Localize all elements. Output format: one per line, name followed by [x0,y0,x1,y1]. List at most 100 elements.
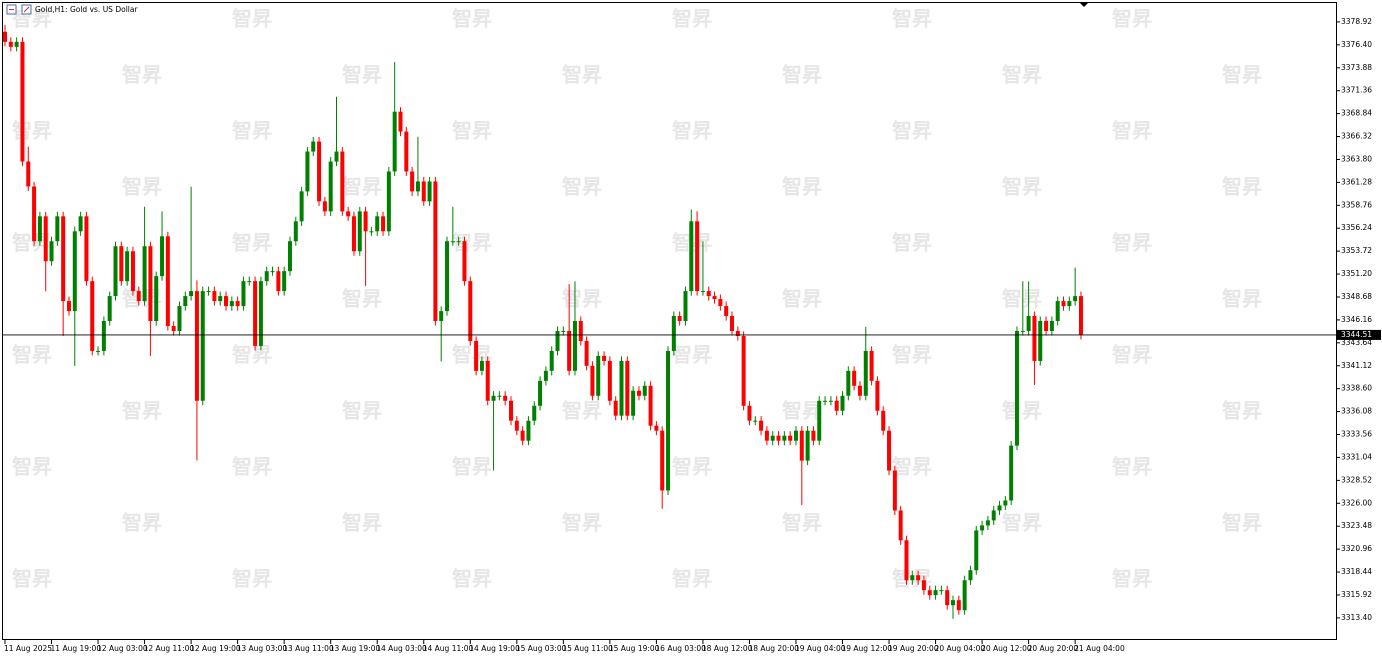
candle-body [485,360,490,401]
x-tick-label: 18 Aug 20:00 [748,644,799,653]
candle-body [450,241,455,243]
candle-body [305,151,310,192]
candle-body [194,291,199,401]
candle-body [177,306,182,332]
candle-body [852,370,857,386]
candle-body [945,590,950,606]
candle-body [90,281,95,351]
watermark: 智昇 [232,119,272,143]
candle-body [985,520,990,526]
candle-body [96,350,101,352]
candle-body [759,420,764,431]
candle-body [578,321,583,342]
candle-body [561,331,566,333]
candle-body [508,400,513,421]
candle-body [840,395,845,411]
watermark: 智昇 [782,287,822,311]
candle-body [718,299,723,307]
candle-body [613,400,618,416]
candle-body [165,236,170,327]
candle-body [631,390,636,416]
candle-body [910,575,915,581]
x-tick-label: 15 Aug 03:00 [516,644,567,653]
watermark: 智昇 [1112,231,1152,255]
watermark: 智昇 [562,63,602,87]
y-tick-label: 3313.40 [1341,613,1372,622]
candle-body [479,360,484,371]
watermark: 智昇 [1112,567,1152,591]
candle-body [270,271,275,273]
y-tick-label: 3378.92 [1341,17,1372,26]
x-tick-label: 19 Aug 12:00 [842,644,893,653]
y-tick-label: 3363.80 [1341,154,1372,163]
candle-body [602,355,607,361]
x-tick-label: 20 Aug 20:00 [1028,644,1079,653]
candle-body [1032,315,1037,361]
watermark: 智昇 [1112,7,1152,31]
watermark: 智昇 [12,119,52,143]
watermark: 智昇 [892,231,932,255]
watermark: 智昇 [562,287,602,311]
watermark: 智昇 [342,287,382,311]
candle-body [311,141,316,152]
candle-body [101,321,106,351]
candle-body [456,241,461,243]
candle-body [753,420,758,422]
watermark: 智昇 [232,567,272,591]
candle-body [1078,296,1083,335]
candle-body [200,291,205,401]
candle-body [1009,445,1014,501]
y-tick-label: 3346.16 [1341,315,1372,324]
x-tick-label: 14 Aug 19:00 [469,644,520,653]
watermark: 智昇 [1002,63,1042,87]
candle-body [625,360,630,416]
candle-body [49,241,54,262]
candle-body [799,430,804,461]
plot-frame [2,2,1337,640]
candle-body [247,281,252,283]
candle-body [823,400,828,402]
candle-body [282,271,287,292]
candle-body [1055,301,1060,321]
watermark: 智昇 [1222,175,1262,199]
candle-body [171,326,176,332]
candle-body [32,186,37,242]
candle-body [817,400,822,441]
watermark: 智昇 [782,399,822,423]
candle-body [113,246,118,297]
candle-body [607,360,612,401]
watermark: 智昇 [122,175,162,199]
candle-body [43,216,48,262]
watermark: 智昇 [232,231,272,255]
y-tick-label: 3368.84 [1341,109,1372,118]
candle-body [107,296,112,321]
candle-body [445,241,450,312]
candle-body [974,530,979,571]
watermark: 智昇 [1002,511,1042,535]
watermark: 智昇 [1002,287,1042,311]
x-tick-label: 13 Aug 19:00 [330,644,381,653]
y-tick-label: 3320.96 [1341,544,1372,553]
candle-body [857,385,862,396]
candle-body [811,430,816,441]
candle-body [567,331,572,371]
candle-body [881,410,886,431]
watermark: 智昇 [342,399,382,423]
y-tick-label: 3341.12 [1341,361,1372,370]
candle-body [1003,500,1008,506]
candle-body [212,291,217,302]
candle-body [1026,315,1031,332]
chart-title: Gold,H1: Gold vs. US Dollar [35,5,138,14]
candle-body [666,350,671,491]
candle-body [491,395,496,401]
candle-body [526,420,531,441]
candle-body [125,251,130,282]
candle-body [764,430,769,441]
y-tick-label: 3336.08 [1341,407,1372,416]
candle-body [538,380,543,406]
y-tick-label: 3323.48 [1341,521,1372,530]
candle-body [26,161,31,187]
candle-body [677,315,682,321]
candle-body [683,291,688,321]
